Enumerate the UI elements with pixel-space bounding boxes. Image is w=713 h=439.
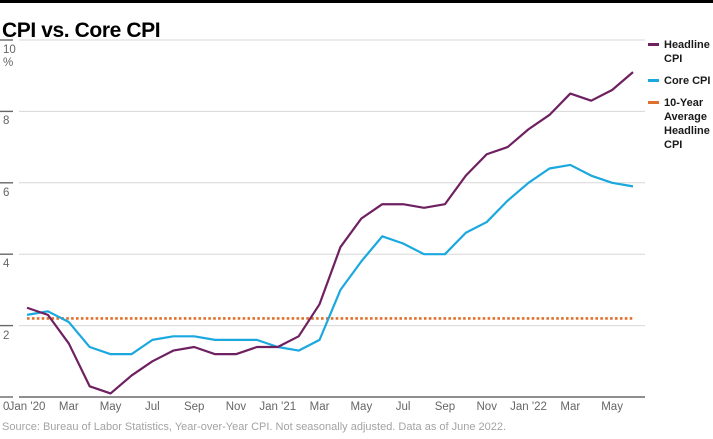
x-tick-label: Mar <box>309 401 330 413</box>
chart-title: CPI vs. Core CPI <box>2 19 161 43</box>
top-border-rule <box>0 0 713 3</box>
y-tick-label: 10 <box>3 44 16 56</box>
y-tick-label: 4 <box>3 258 10 271</box>
y-tick-label: 8 <box>3 115 10 128</box>
x-tick-label: Nov <box>225 401 247 413</box>
headline-cpi-line <box>26 71 634 395</box>
legend-label: Core CPI <box>664 75 711 87</box>
legend-label: Headline CPI <box>664 39 710 65</box>
chart-legend: Headline CPI Core CPI 10-Year Average He… <box>648 38 712 160</box>
x-tick-label: May <box>601 401 623 413</box>
x-tick-label: May <box>99 401 122 413</box>
legend-label: 10-Year Average Headline CPI <box>664 97 710 151</box>
x-tick-label: Mar <box>560 401 581 413</box>
headline-cpi-line-swatch-icon <box>648 43 659 46</box>
x-tick-label: Jul <box>145 401 160 413</box>
x-tick-label: Nov <box>476 401 497 413</box>
x-tick-label: Sep <box>183 401 205 413</box>
average-cpi-line-swatch-icon <box>648 101 659 104</box>
y-tick-label: 0 <box>3 401 10 413</box>
x-tick-label: Jul <box>395 401 411 413</box>
x-tick-label: Jan '20 <box>8 401 46 413</box>
y-tick-label: 2 <box>3 329 10 342</box>
y-axis-unit-label: % <box>3 57 14 69</box>
legend-item-10yr-average: 10-Year Average Headline CPI <box>648 96 712 152</box>
core-cpi-line-swatch-icon <box>648 79 659 82</box>
core-cpi-line <box>26 163 634 356</box>
x-tick-label: Mar <box>58 401 79 413</box>
x-tick-label: Sep <box>434 401 456 413</box>
source-note: Source: Bureau of Labor Statistics, Year… <box>2 421 507 433</box>
x-tick-label: May <box>350 401 373 413</box>
legend-item-headline-cpi: Headline CPI <box>648 38 712 66</box>
y-tick-label: 6 <box>3 186 10 199</box>
x-tick-label: Jan '21 <box>259 401 297 413</box>
legend-item-core-cpi: Core CPI <box>648 74 712 88</box>
x-tick-label: Jan '22 <box>510 401 547 413</box>
